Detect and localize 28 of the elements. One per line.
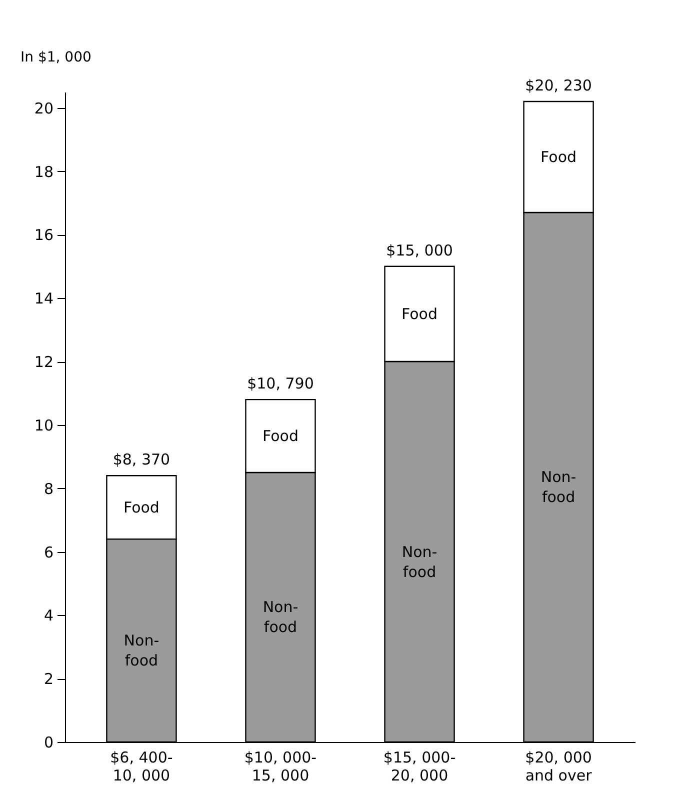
y-tick-label: 8 — [44, 480, 54, 498]
series-label: Non- food — [540, 468, 576, 506]
series-label: Food — [123, 498, 160, 516]
text: Non- food — [402, 542, 438, 581]
text: Food — [262, 427, 298, 446]
text: Non- food — [124, 632, 160, 670]
y-tick-label: 2 — [44, 670, 54, 688]
x-tick-label: $6, 400- 10, 000 — [110, 748, 173, 784]
y-tick-label: 6 — [44, 543, 54, 562]
text: Non- food — [262, 598, 298, 636]
y-tick-label: 20 — [34, 99, 54, 118]
text: Food — [540, 148, 577, 166]
y-tick-label: 16 — [34, 226, 54, 244]
total-label: $15, 000 — [386, 241, 453, 260]
text: Food — [402, 304, 438, 323]
y-tick-label: 10 — [34, 416, 54, 434]
total-label: $8, 370 — [112, 450, 170, 469]
x-tick-label: $20, 000 and over — [525, 748, 593, 784]
total-label: $20, 230 — [525, 76, 592, 95]
y-tick-label: 0 — [44, 734, 54, 752]
x-tick-label: $15, 000- 20, 000 — [383, 748, 456, 784]
x-tick-label: $10, 000- 15, 000 — [244, 748, 317, 784]
y-axis-title: In $1, 000 — [20, 50, 92, 66]
y-tick-label: 18 — [34, 162, 54, 181]
total-label: $10, 790 — [247, 374, 314, 393]
y-tick-label: 14 — [34, 290, 54, 308]
y-tick-label: 4 — [44, 606, 54, 625]
y-tick-label: 12 — [34, 353, 54, 372]
